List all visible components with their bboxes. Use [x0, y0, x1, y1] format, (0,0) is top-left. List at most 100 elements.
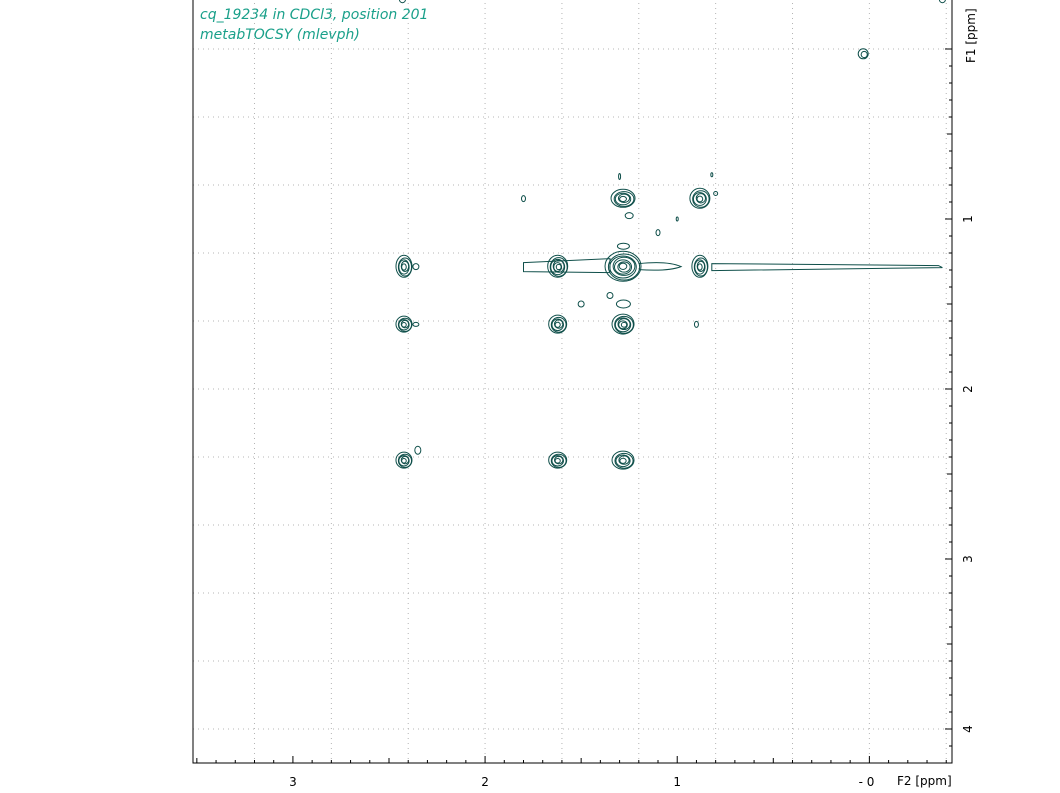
contour-level [619, 195, 627, 203]
contour-level [401, 322, 407, 328]
contour-level [554, 455, 564, 465]
cross-peak [691, 254, 709, 278]
contour-level [548, 314, 568, 334]
contour-level [614, 317, 632, 333]
contour-level [551, 318, 564, 332]
minor-contour [412, 263, 420, 271]
cross-peak [611, 450, 635, 470]
cross-peak [611, 313, 635, 335]
contour-level [550, 258, 566, 276]
streak-contour [638, 262, 683, 271]
contour-level [619, 457, 627, 464]
diagonal-peak [857, 48, 869, 60]
contour-level [614, 315, 634, 334]
minor-contour [655, 229, 661, 237]
cross-peak [610, 188, 636, 208]
f2-axis: 3 2 1 - 0 [196, 756, 947, 789]
contour-level [615, 454, 631, 468]
contour-level [607, 253, 641, 281]
contour-level [401, 458, 407, 464]
f2-axis-label: F2 [ppm] [897, 774, 952, 788]
contour-level [696, 195, 704, 203]
contour-level [617, 193, 631, 203]
minor-contour [713, 191, 719, 196]
contour-level [400, 455, 410, 465]
contour-level [857, 48, 869, 60]
f1-tick-label: 1 [961, 215, 975, 223]
minor-contour [414, 445, 422, 455]
contour-level [614, 192, 632, 206]
contour-level [612, 256, 636, 276]
f1-tick-label: 4 [961, 725, 975, 733]
contour-level [554, 319, 564, 329]
grid-lines [193, 0, 952, 763]
streak-contour [523, 258, 611, 274]
minor-contour [616, 242, 630, 250]
contour-level [618, 262, 628, 270]
minor-contour [521, 195, 527, 203]
contour-level [618, 455, 630, 465]
diagonal-peak [689, 187, 711, 209]
contour-level [692, 190, 710, 208]
contour-level [401, 263, 407, 271]
contour-level [609, 255, 637, 279]
contour-level [604, 250, 642, 282]
contour-level [692, 192, 707, 206]
contour-level [610, 188, 636, 208]
minor-contour [577, 300, 585, 308]
contour-level [614, 452, 634, 469]
f2-tick-label: 3 [289, 775, 297, 789]
contour-level [611, 450, 635, 470]
minor-contour [693, 320, 699, 328]
f1-tick-label: 2 [961, 385, 975, 393]
contour-level [695, 193, 707, 204]
cross-peak [395, 315, 413, 333]
cross-peak [547, 254, 569, 278]
contour-level [548, 451, 568, 469]
contour-level [617, 261, 631, 273]
contour-level [554, 321, 561, 328]
f1-axis: 1 2 3 4 [945, 48, 975, 764]
streak-contour [711, 263, 943, 272]
f2-tick-label: 1 [673, 775, 681, 789]
f2-tick-label: 2 [481, 775, 489, 789]
cross-peak [395, 254, 413, 278]
diagonal-peak [395, 451, 413, 469]
contour-level [613, 191, 635, 207]
minor-contour [710, 172, 714, 178]
plot-frame [192, 0, 953, 764]
contour-level [553, 262, 563, 272]
cross-peak [548, 451, 568, 469]
experiment-name: metabTOCSY (mlevph) [200, 27, 360, 43]
minor-contour [618, 173, 622, 180]
minor-contour [624, 212, 634, 220]
contour-level [549, 257, 568, 277]
streak-artifact [523, 258, 943, 274]
contour-level [551, 455, 564, 467]
contour-level [620, 321, 628, 328]
f1-tick-label: 3 [961, 555, 975, 563]
contour-level [689, 187, 711, 209]
minor-contour [606, 292, 614, 299]
minor-contour [412, 321, 420, 327]
f1-axis-label: F1 [ppm] [964, 8, 978, 63]
minor-contour [675, 216, 679, 222]
minor-contour [938, 0, 946, 4]
contour-level [555, 263, 562, 271]
minor-contour [615, 299, 631, 309]
contour-level [860, 50, 868, 59]
contour-level [550, 316, 567, 333]
contour-level [617, 318, 631, 331]
minor-contour [398, 0, 406, 4]
spectrum-title: cq_19234 in CDCl3, position 201 [200, 7, 429, 23]
f2-tick-label: - 0 [859, 775, 875, 789]
contour-level [611, 313, 635, 335]
contour-level [400, 319, 410, 329]
contour-level [613, 259, 633, 275]
contour-level [554, 458, 561, 464]
contour-peaks [395, 0, 946, 470]
contour-level [618, 320, 628, 330]
diagonal-peak [548, 314, 568, 334]
minor-peaks [398, 0, 946, 455]
